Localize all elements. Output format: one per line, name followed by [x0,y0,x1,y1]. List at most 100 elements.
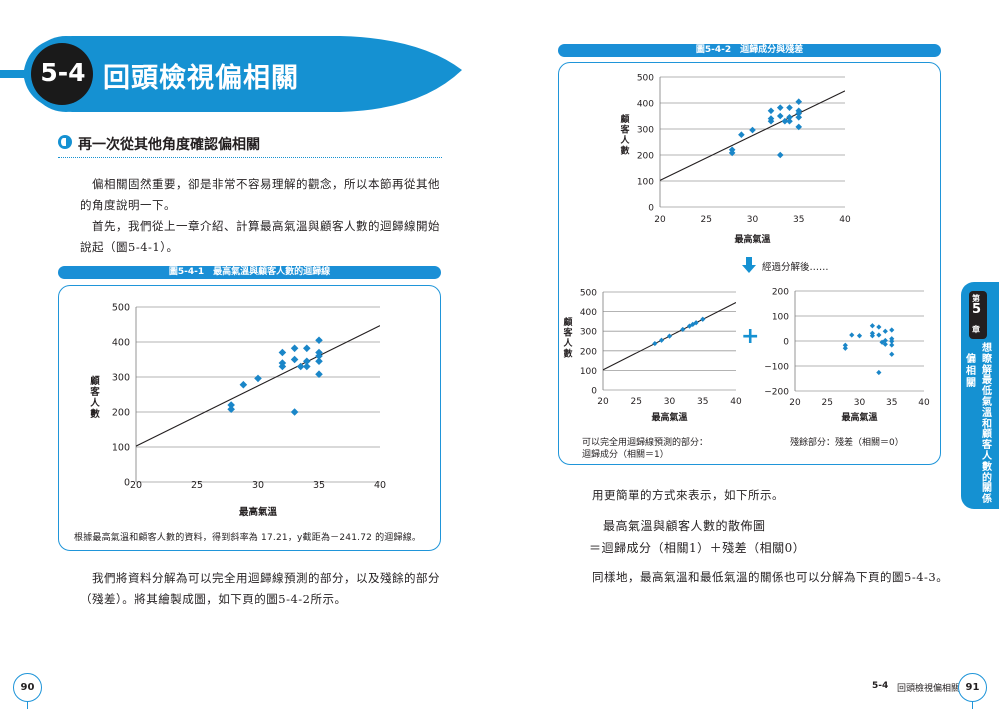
para-line: 用更簡單的方式來表示，如下所示。 [592,488,784,502]
y-tick-label: 400 [112,338,130,349]
y-tick-label: 200 [112,408,130,419]
y-tick-label: 200 [580,347,597,357]
y-tick-label: 300 [637,126,654,136]
para-line: 我們將資料分解為可以完全用迴歸線預測的部分，以及殘餘的部分 [92,571,440,585]
data-point [842,345,848,351]
para-line: （殘差）。將其繪製成圖，如下頁的圖5-4-2所示。 [80,592,347,606]
y-tick-label: 100 [580,367,597,377]
down-arrow-icon [742,257,756,273]
data-point [227,401,235,409]
data-point [303,362,311,371]
subheading-icon-inner [61,138,66,146]
footer-title: 回頭檢視偏相關 [897,684,961,694]
y-tick-label: 300 [580,328,597,338]
y-tick-label: 100 [772,313,789,323]
chapter-subtitle: 偏相關 [966,354,976,389]
y-axis-label-char: 數 [620,145,630,157]
data-point [303,357,311,366]
y-tick-label: 200 [637,152,654,162]
y-tick-label: 300 [112,373,130,384]
x-tick-label: 25 [701,215,712,225]
data-point [882,341,888,347]
data-point [767,107,775,115]
page-number: 90 [13,673,42,702]
arrow-label: 經過分解後…… [762,262,829,273]
data-point [795,114,803,121]
data-point [254,374,262,383]
y-tick-label: 100 [112,443,130,454]
data-point [728,149,736,157]
x-tick-label: 35 [793,215,804,225]
data-point [666,333,673,339]
y-tick-label: 100 [637,178,654,188]
x-tick-label: 40 [730,397,742,407]
y-axis-label-char: 顧 [620,113,629,125]
data-point [700,316,706,322]
data-point [842,342,848,348]
regression-line-group [660,90,845,181]
x-tick-label: 20 [130,480,142,491]
chapter-suffix: 章 [972,325,980,334]
y-axis-label-char: 顧 [90,375,100,387]
data-point [849,332,855,338]
chapter-title: 想瞭解最低氣溫和顧客人數的關係 [982,343,992,506]
section-number: 5-4 [40,58,86,87]
scatter-chart-original: 0 100 200 300 400 500 20 25 30 35 40 最高氣溫 顧客人數 [619,74,851,246]
x-tick-label: 20 [597,397,609,407]
data-point [315,352,323,360]
data-point [290,408,299,416]
regression-line [136,325,380,447]
data-point [882,328,888,334]
para-line: 首先，我們從上一章介紹、計算最高氣溫與顧客人數的迴歸線開始 [92,219,440,233]
y-tick-label: 0 [591,387,597,397]
y-tick-label: 0 [124,478,130,489]
left-note-line1: 可以完全用迴歸線預測的部分： [582,438,709,448]
figure-caption: 圖5-4-2 迴歸成分與殘差 [558,44,941,57]
data-point [786,104,793,111]
x-axis-label: 最高氣溫 [239,506,278,518]
y-axis-label-char: 人 [562,337,573,349]
x-tick-label: 30 [664,397,676,407]
footer-section: 5-4 [872,681,889,691]
formula-line: ＝迴歸成分（相關1）＋殘差（相關0） [589,541,806,555]
y-axis-label-char: 客 [619,124,630,136]
formula-line: 最高氣溫與顧客人數的散佈圖 [603,519,766,533]
chapter-badge [969,291,987,339]
para-line: 的角度說明一下。 [80,198,176,212]
scatter-chart-residual: −200 −100 0 100 200 20 25 30 35 40 最高氣溫 [764,288,930,424]
y-tick-label: 0 [648,204,654,214]
subheading-divider [58,157,442,158]
y-axis-label-char: 人 [619,134,630,146]
data-point [882,337,888,344]
x-axis-label: 最高氣溫 [651,411,687,423]
x-tick-label: 30 [252,480,264,491]
para-line: 同樣地，最高氣溫和最低氣溫的關係也可以分解為下頁的圖5-4-3。 [592,570,949,584]
x-tick-label: 25 [822,398,833,408]
y-tick-label: −200 [764,388,789,398]
para-line: 說起（圖5-4-1）。 [80,240,179,254]
figure-caption: 圖5-4-1 最高氣溫與顧客人數的迴歸線 [58,266,441,279]
chapter-prefix: 第 [972,294,980,303]
data-point [889,338,895,344]
x-tick-label: 20 [654,215,666,225]
data-point [315,357,323,366]
data-point [239,380,248,389]
regression-line [660,90,845,181]
x-tick-label: 30 [854,398,866,408]
section-title: 回頭檢視偏相關 [103,63,299,94]
data-point [889,327,895,333]
data-point [290,355,299,364]
x-tick-label: 25 [631,397,642,407]
x-tick-label: 25 [191,480,203,491]
y-tick-label: 400 [637,100,654,110]
data-point [296,362,305,371]
y-axis-label-char: 人 [90,397,100,409]
plus-sign: + [741,324,760,349]
y-tick-label: 0 [783,338,789,348]
y-axis-label-char: 顧 [563,316,572,328]
scatter-chart-temp-customers: 0 100 200 300 400 500 20 25 30 35 40 最高氣溫 顧客人數 [89,303,386,519]
data-point [876,332,882,338]
y-tick-label: 400 [580,308,597,318]
data-point [738,131,745,139]
regression-line-group [136,325,380,447]
